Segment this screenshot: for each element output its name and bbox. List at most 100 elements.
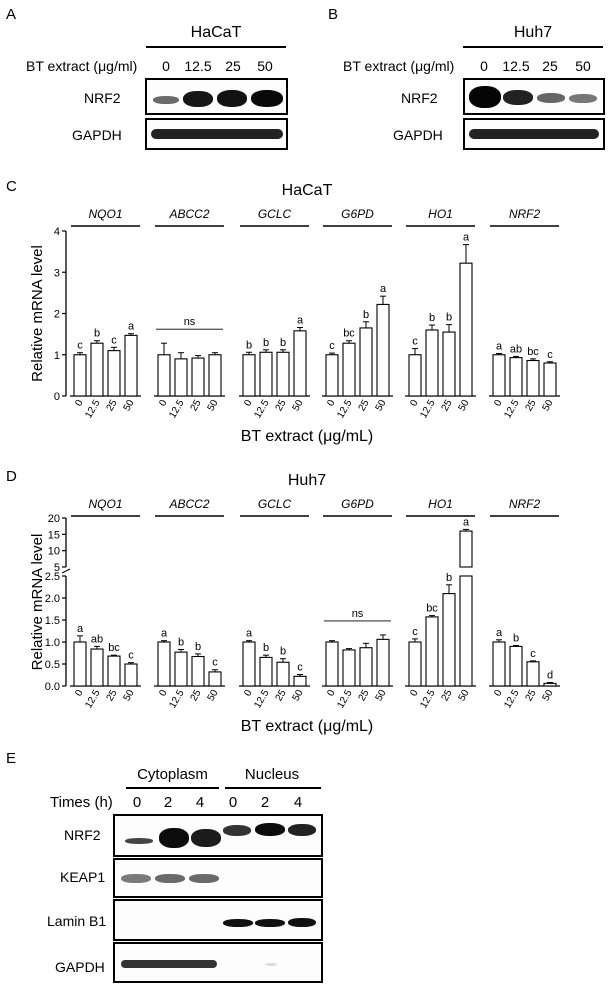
- bar-GCLC-50: [293, 675, 307, 687]
- x-tick-label: 50: [541, 688, 556, 704]
- y-tick-label: 0.5: [45, 659, 60, 671]
- panel-b-underline: [463, 46, 603, 48]
- band: [189, 874, 219, 883]
- y-tick-label: 10: [48, 546, 60, 558]
- bar-NRF2-0: [492, 354, 506, 397]
- band: [469, 86, 501, 108]
- y-tick-label: 2.5: [45, 571, 60, 583]
- x-tick-label: 25: [105, 398, 120, 414]
- y-tick-label: 1.5: [45, 615, 60, 627]
- panel-b-treatment-label: BT extract (μg/ml): [343, 58, 455, 74]
- significance-letter: b: [263, 642, 269, 654]
- bar-ABCC2-50: [208, 671, 222, 687]
- bar-G6PD-12.5: [342, 649, 356, 687]
- gene-label: HO1: [428, 497, 453, 511]
- significance-letter: b: [363, 309, 369, 321]
- x-tick-label: 0: [408, 398, 421, 409]
- bar-HO1-12.5: [425, 616, 439, 687]
- bar-G6PD-12.5: [342, 342, 356, 397]
- panel-e-time-label: Times (h): [50, 794, 113, 811]
- bar-GCLC-0: [242, 354, 256, 397]
- bar-GCLC-50: [293, 330, 307, 397]
- panel-a-dose-0: 0: [162, 58, 170, 74]
- panel-e-row-gapdh: GAPDH: [55, 959, 105, 975]
- panel-e-group-cytoplasm: Cytoplasm: [137, 766, 208, 783]
- band: [125, 838, 153, 844]
- significance-letter: c: [530, 648, 536, 660]
- y-tick-label: 0: [54, 391, 60, 403]
- bar-NQO1-12.5: [90, 648, 104, 687]
- x-tick-label: 25: [189, 688, 204, 704]
- band: [153, 96, 179, 104]
- x-tick-label: 50: [374, 688, 389, 704]
- panel-a-row-gapdh: GAPDH: [72, 127, 122, 143]
- gene-label: ABCC2: [168, 207, 209, 221]
- bar-NRF2-50: [543, 362, 557, 397]
- significance-letter: a: [128, 321, 135, 333]
- gene-label: GCLC: [258, 497, 292, 511]
- panel-label-e: E: [6, 750, 17, 767]
- bar-ABCC2-25: [191, 357, 205, 397]
- bar-ABCC2-0: [157, 641, 171, 687]
- x-tick-label: 0: [492, 398, 505, 409]
- y-tick-label: 5: [54, 562, 60, 574]
- gene-label: NQO1: [88, 207, 122, 221]
- bar-HO1-12.5: [425, 329, 439, 397]
- significance-letter: b: [178, 636, 184, 648]
- x-tick-label: 0: [408, 688, 421, 699]
- panel-b-row-gapdh: GAPDH: [393, 127, 443, 143]
- bar-G6PD-0: [325, 354, 339, 397]
- significance-letter: c: [329, 340, 335, 352]
- x-tick-label: 12.5: [83, 398, 102, 421]
- y-tick-label: 1: [54, 350, 60, 362]
- x-tick-label: 12.5: [252, 398, 271, 421]
- bar-NRF2-50: [543, 682, 557, 687]
- significance-letter: ab: [510, 343, 522, 355]
- x-tick-label: 25: [440, 398, 455, 414]
- ns-label: ns: [184, 316, 196, 328]
- panel-b-row-nrf2: NRF2: [401, 90, 438, 106]
- y-tick-label: 2: [54, 309, 60, 321]
- band: [265, 963, 277, 966]
- x-tick-label: 12.5: [252, 688, 271, 711]
- x-tick-label: 25: [189, 398, 204, 414]
- panel-e-time-1: 2: [163, 794, 173, 811]
- significance-letter: b: [446, 312, 452, 324]
- bar-NQO1-25: [107, 350, 121, 397]
- band: [155, 874, 185, 883]
- band: [255, 919, 285, 927]
- x-tick-label: 25: [524, 398, 539, 414]
- bar-NQO1-50: [124, 334, 138, 397]
- x-tick-label: 0: [242, 688, 255, 699]
- significance-letter: b: [94, 328, 100, 340]
- blot-e-lamin-b1: [113, 899, 323, 941]
- x-tick-label: 25: [274, 398, 289, 414]
- significance-letter: a: [161, 628, 168, 640]
- x-tick-label: 0: [157, 688, 170, 699]
- bar-GCLC-12.5: [259, 656, 273, 687]
- significance-letter: b: [513, 633, 519, 645]
- x-tick-label: 50: [541, 398, 556, 414]
- blot-a-nrf2: [145, 78, 288, 115]
- significance-letter: b: [280, 646, 286, 658]
- panel-b-dose-3: 50: [575, 58, 591, 74]
- x-tick-label: 0: [325, 688, 338, 699]
- chart-hacat: HaCaT 0 1 2 3 4 Relative mRNA level BT extract …: [29, 182, 560, 445]
- band: [151, 129, 283, 139]
- bar-HO1-25: [442, 593, 456, 687]
- x-tick-label: 0: [73, 398, 86, 409]
- blot-e-nrf2: [113, 814, 323, 857]
- x-axis-label: BT extract (μg/mL): [241, 718, 374, 735]
- significance-letter: c: [547, 349, 553, 361]
- x-axis-label: BT extract (μg/mL): [241, 428, 374, 445]
- x-tick-label: 12.5: [418, 398, 437, 421]
- significance-letter: c: [212, 657, 218, 669]
- significance-letter: a: [246, 628, 253, 640]
- x-tick-label: 50: [206, 398, 221, 414]
- panel-a-treatment-label: BT extract (μg/ml): [26, 58, 138, 74]
- x-tick-label: 12.5: [418, 688, 437, 711]
- significance-letter: b: [429, 312, 435, 324]
- bar-ABCC2-0: [157, 354, 171, 397]
- x-tick-label: 12.5: [335, 688, 354, 711]
- significance-letter: bc: [426, 603, 438, 615]
